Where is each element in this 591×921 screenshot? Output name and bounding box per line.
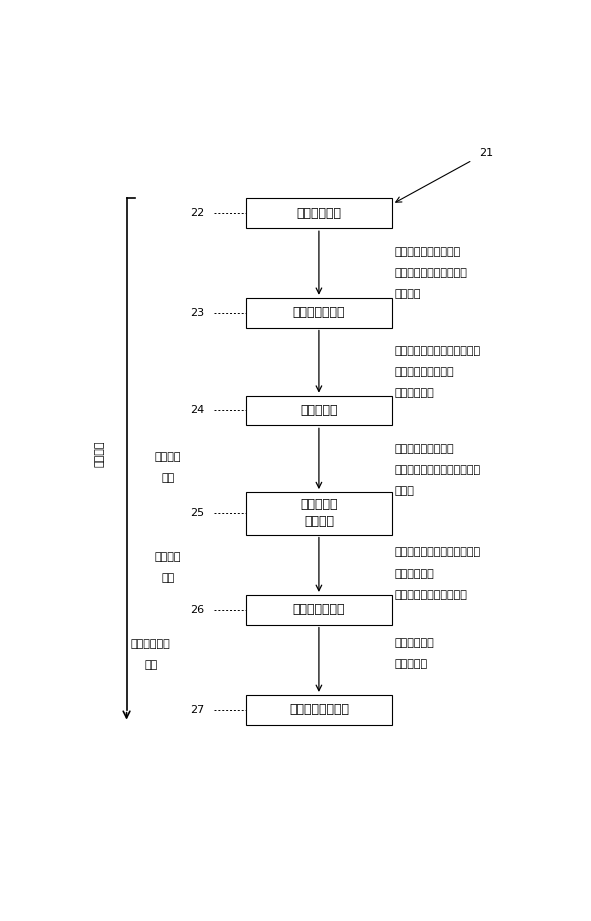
Text: トラクタ等に連結した: トラクタ等に連結した xyxy=(394,247,461,257)
Bar xyxy=(246,694,392,725)
Text: 約３週間: 約３週間 xyxy=(154,451,181,461)
Text: ロータリで、: ロータリで、 xyxy=(394,638,434,648)
Text: 添加物散布工程: 添加物散布工程 xyxy=(293,306,345,320)
Bar xyxy=(246,492,392,534)
Text: 或いはロータリで粗めに攪拌: 或いはロータリで粗めに攪拌 xyxy=(394,465,480,475)
Text: ロータリで、: ロータリで、 xyxy=(394,568,434,578)
Text: 表層仕上げ: 表層仕上げ xyxy=(394,659,428,670)
Text: 26: 26 xyxy=(190,605,204,615)
Text: ハンマーナイフなどで、: ハンマーナイフなどで、 xyxy=(394,268,467,278)
Text: アルカリ資材等の添加物投入: アルカリ資材等の添加物投入 xyxy=(394,346,480,356)
Text: 放置: 放置 xyxy=(161,472,174,483)
Text: 表層仕上げ工程: 表層仕上げ工程 xyxy=(293,603,345,616)
Text: 27: 27 xyxy=(190,705,204,715)
Text: 放置: 放置 xyxy=(161,573,174,583)
Text: 麹又は微生物発酵酵素液散布: 麹又は微生物発酵酵素液散布 xyxy=(394,547,480,557)
Bar xyxy=(246,595,392,624)
Text: する。: する。 xyxy=(394,486,414,496)
Text: 雑草粉砕: 雑草粉砕 xyxy=(394,289,421,299)
Text: プラウなどで反転耕: プラウなどで反転耕 xyxy=(394,444,454,454)
Text: 21: 21 xyxy=(479,148,493,158)
Text: 播種・苗植え: 播種・苗植え xyxy=(131,639,171,648)
Text: 23: 23 xyxy=(190,308,204,318)
Bar xyxy=(246,198,392,228)
Text: 雑草粉砕工程: 雑草粉砕工程 xyxy=(297,207,342,220)
Text: 22: 22 xyxy=(190,208,204,218)
Text: ／１０アール: ／１０アール xyxy=(394,389,434,399)
Text: ０．２〜０．５トン: ０．２〜０．５トン xyxy=(394,367,454,378)
Bar xyxy=(246,396,392,426)
Text: 24: 24 xyxy=(190,405,204,415)
Bar xyxy=(246,297,392,328)
Text: 荒耕し工程: 荒耕し工程 xyxy=(300,404,337,417)
Text: 約１ヶ月: 約１ヶ月 xyxy=(94,440,104,467)
Text: 25: 25 xyxy=(190,508,204,519)
Text: 約２週間: 約２週間 xyxy=(154,552,181,562)
Text: 前日: 前日 xyxy=(144,660,157,670)
Text: 表層１０〜２０ｃｍ攪拌: 表層１０〜２０ｃｍ攪拌 xyxy=(394,590,467,600)
Text: 播種・苗植え工程: 播種・苗植え工程 xyxy=(289,704,349,717)
Text: 微生物酵素
混合工程: 微生物酵素 混合工程 xyxy=(300,498,337,529)
